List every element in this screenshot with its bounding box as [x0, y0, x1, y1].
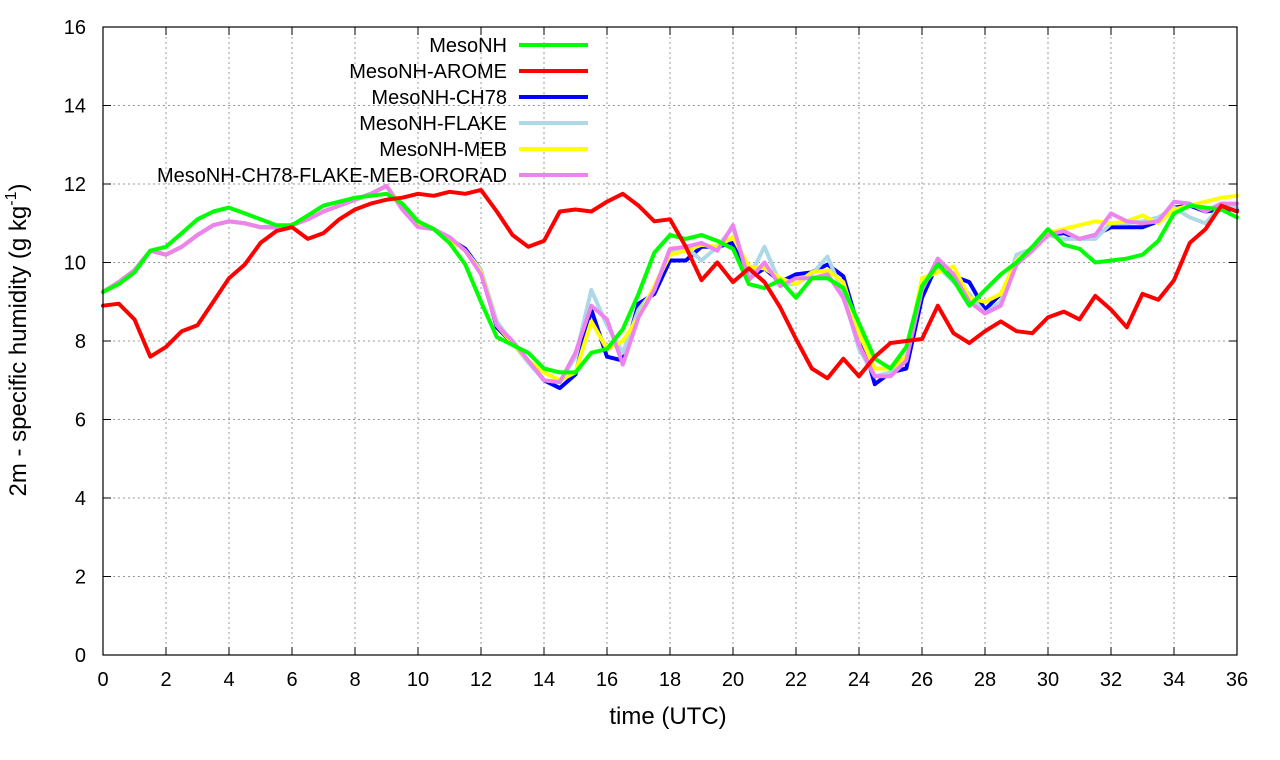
y-tick-label: 12	[64, 174, 86, 196]
y-tick-label: 16	[64, 17, 86, 39]
x-tick-label: 28	[974, 669, 996, 691]
x-tick-label: 22	[785, 669, 807, 691]
y-tick-label: 4	[75, 488, 86, 510]
x-tick-label: 4	[223, 669, 234, 691]
legend-label: MesoNH-FLAKE	[359, 113, 507, 135]
series-line-mesonh-arome	[101, 187, 1239, 381]
y-axis-label: 2m - specific humidity (g kg-1)	[3, 184, 32, 497]
x-tick-label: 34	[1163, 669, 1185, 691]
x-tick-label: 32	[1100, 669, 1122, 691]
x-tick-label: 18	[659, 669, 681, 691]
x-tick-label: 12	[470, 669, 492, 691]
y-tick-label: 10	[64, 253, 86, 275]
y-axis-label-main: 2m - specific humidity (g kg	[5, 206, 32, 497]
legend-label: MesoNH-CH78-FLAKE-MEB-ORORAD	[157, 165, 507, 187]
y-tick-label: 14	[64, 96, 86, 118]
legend-label: MesoNH	[429, 35, 507, 57]
y-axis-label-superscript: -1	[3, 191, 20, 205]
y-axis-label-close: )	[5, 184, 32, 192]
x-tick-label: 24	[848, 669, 870, 691]
x-tick-label: 16	[596, 669, 618, 691]
axis-ticks: 0 2 4 6 8 10 12 14 16 18 20 22 24 26 28 30 32 34 360246810…	[64, 17, 1248, 691]
x-tick-label: 30	[1037, 669, 1059, 691]
x-tick-label: 2	[160, 669, 171, 691]
x-axis-label: time (UTC)	[609, 703, 726, 730]
legend-label: MesoNH-CH78	[371, 87, 507, 109]
y-tick-label: 6	[75, 410, 86, 432]
x-tick-label: 20	[722, 669, 744, 691]
x-tick-label: 0	[97, 669, 108, 691]
x-tick-label: 10	[407, 669, 429, 691]
legend-label: MesoNH-AROME	[349, 61, 507, 83]
legend-label: MesoNH-MEB	[379, 139, 507, 161]
legend: MesoNH MesoNH-AROME MesoNH-CH78 MesoNH-FLAK…	[157, 35, 588, 187]
y-tick-label: 2	[75, 567, 86, 589]
x-tick-label: 14	[533, 669, 555, 691]
y-tick-label: 8	[75, 331, 86, 353]
series-lines	[101, 184, 1239, 391]
x-tick-label: 6	[286, 669, 297, 691]
x-tick-label: 36	[1226, 669, 1248, 691]
grid	[103, 27, 1237, 655]
x-tick-label: 8	[349, 669, 360, 691]
x-tick-label: 26	[911, 669, 933, 691]
y-tick-label: 0	[75, 645, 86, 667]
